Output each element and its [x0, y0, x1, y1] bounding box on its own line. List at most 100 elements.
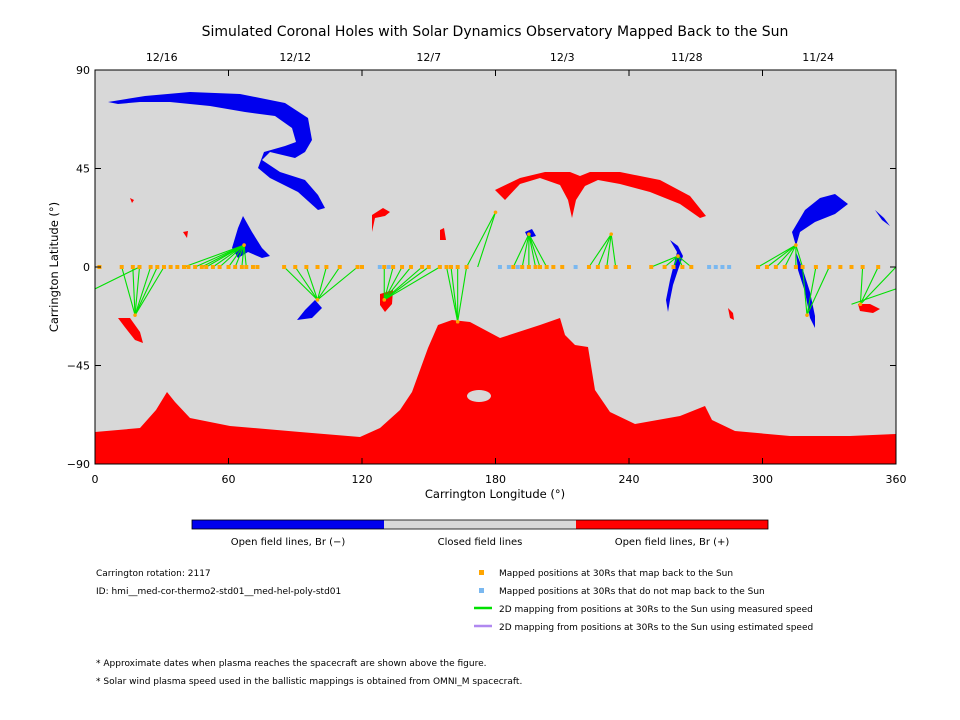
mapped-position-marker — [538, 265, 542, 269]
mapped-position-marker — [773, 265, 778, 269]
mapped-position-marker — [860, 265, 865, 269]
colorbar: Open field lines, Br (−) Closed field li… — [191, 519, 769, 548]
mapping-line — [588, 233, 612, 268]
mapped-position-marker — [511, 265, 516, 269]
y-tick-label: 0 — [83, 261, 90, 274]
x-tick-label: 60 — [222, 473, 236, 486]
mapped-position-marker — [282, 265, 287, 269]
mapped-position-marker — [671, 265, 676, 269]
mapping-line — [305, 266, 319, 301]
legend-unmapped-swatch — [479, 588, 484, 593]
footpoint-marker — [493, 210, 498, 215]
northern-positive-region — [495, 172, 706, 218]
note-dates: * Approximate dates when plasma reaches … — [96, 659, 487, 669]
mapping-line — [528, 233, 541, 268]
mapped-position-marker — [324, 265, 329, 269]
mapping-line — [610, 234, 617, 268]
mapped-position-marker — [119, 265, 124, 269]
north-polar-negative-region — [108, 92, 325, 210]
colorbar-positive — [576, 520, 768, 529]
mapped-position-marker — [800, 265, 805, 269]
top-date-label: 12/3 — [550, 51, 575, 64]
y-axis: 90 45 0 −45 −90 — [67, 64, 896, 471]
footpoint-marker — [382, 298, 387, 302]
small-closed-island — [467, 390, 491, 402]
unmapped-position-marker — [713, 265, 718, 269]
mapped-position-marker — [315, 265, 320, 269]
legend: Mapped positions at 30Rs that map back t… — [474, 569, 813, 633]
legend-mapped-swatch — [479, 570, 484, 575]
mapped-position-marker — [382, 265, 387, 269]
mapped-position-marker — [239, 265, 244, 269]
negative-patch-350 — [875, 210, 890, 226]
mapping-line — [383, 266, 423, 301]
mapped-position-marker — [360, 265, 364, 269]
mapping-line — [766, 244, 797, 268]
negative-region-315 — [792, 194, 848, 246]
mapped-position-marker — [782, 265, 787, 269]
mapped-position-marker — [595, 265, 600, 269]
negative-region-100 — [297, 300, 322, 320]
legend-estimated-label: 2D mapping from positions at 30Rs to the… — [499, 623, 813, 633]
mapped-position-marker — [337, 265, 342, 269]
mapping-line — [134, 266, 141, 316]
mapped-position-marker — [813, 265, 818, 269]
y-tick-label: −45 — [67, 360, 90, 373]
mapped-position-marker — [355, 265, 360, 269]
mapped-position-marker — [244, 265, 249, 269]
mapping-line — [466, 212, 496, 268]
top-date-label: 11/24 — [802, 51, 834, 64]
x-axis: 0 60 120 180 240 300 360 — [92, 70, 907, 486]
mapping-line — [316, 266, 327, 300]
colorbar-label-positive: Open field lines, Br (+) — [615, 537, 730, 548]
mapped-position-marker — [400, 265, 405, 269]
mapped-position-marker — [204, 265, 209, 269]
mapped-position-marker — [560, 265, 565, 269]
mapped-position-marker — [604, 265, 609, 269]
model-id: ID: hmi__med-cor-thermo2-std01__med-hel-… — [96, 587, 341, 597]
footpoint-marker — [676, 254, 680, 258]
mapping-line — [859, 266, 879, 305]
x-tick-label: 120 — [352, 473, 373, 486]
mapping-line — [597, 233, 612, 268]
mapped-points — [97, 210, 881, 324]
mapped-position-marker — [217, 265, 222, 269]
mapped-position-marker — [426, 265, 431, 269]
mapping-line — [859, 266, 864, 305]
mapped-position-marker — [182, 265, 186, 269]
positive-patch-126 — [372, 208, 390, 232]
mapping-lines — [94, 212, 897, 322]
mapping-line — [183, 244, 245, 268]
unmapped-position-marker — [506, 265, 511, 269]
mapped-position-marker — [199, 265, 204, 269]
mapping-line — [212, 244, 245, 268]
mapped-position-marker — [680, 265, 685, 269]
mapping-line — [806, 266, 817, 316]
mapping-line — [243, 245, 247, 268]
chart-title: Simulated Coronal Holes with Solar Dynam… — [202, 24, 789, 40]
mapped-position-marker — [876, 265, 881, 269]
mapped-position-marker — [168, 265, 173, 269]
mapping-line — [450, 266, 459, 322]
mapping-line — [383, 266, 412, 301]
mapping-line — [205, 244, 245, 268]
mapping-line — [606, 234, 612, 268]
top-date-label: 12/12 — [279, 51, 311, 64]
top-date-label: 12/7 — [416, 51, 441, 64]
plot-area — [94, 69, 897, 465]
mapped-position-marker — [408, 265, 413, 269]
positive-patch-157 — [440, 228, 446, 240]
mapped-position-marker — [756, 265, 761, 269]
x-tick-label: 360 — [886, 473, 907, 486]
mapping-line — [664, 255, 679, 268]
unmapped-position-marker — [707, 265, 712, 269]
legend-unmapped-label: Mapped positions at 30Rs that do not map… — [499, 587, 765, 597]
mapping-line — [784, 244, 797, 268]
mapping-line — [651, 255, 679, 268]
mapped-position-marker — [137, 265, 142, 269]
mapping-line — [528, 234, 537, 268]
mapping-line — [477, 212, 497, 268]
mapping-line — [219, 244, 245, 268]
positive-patch-16 — [130, 198, 134, 203]
